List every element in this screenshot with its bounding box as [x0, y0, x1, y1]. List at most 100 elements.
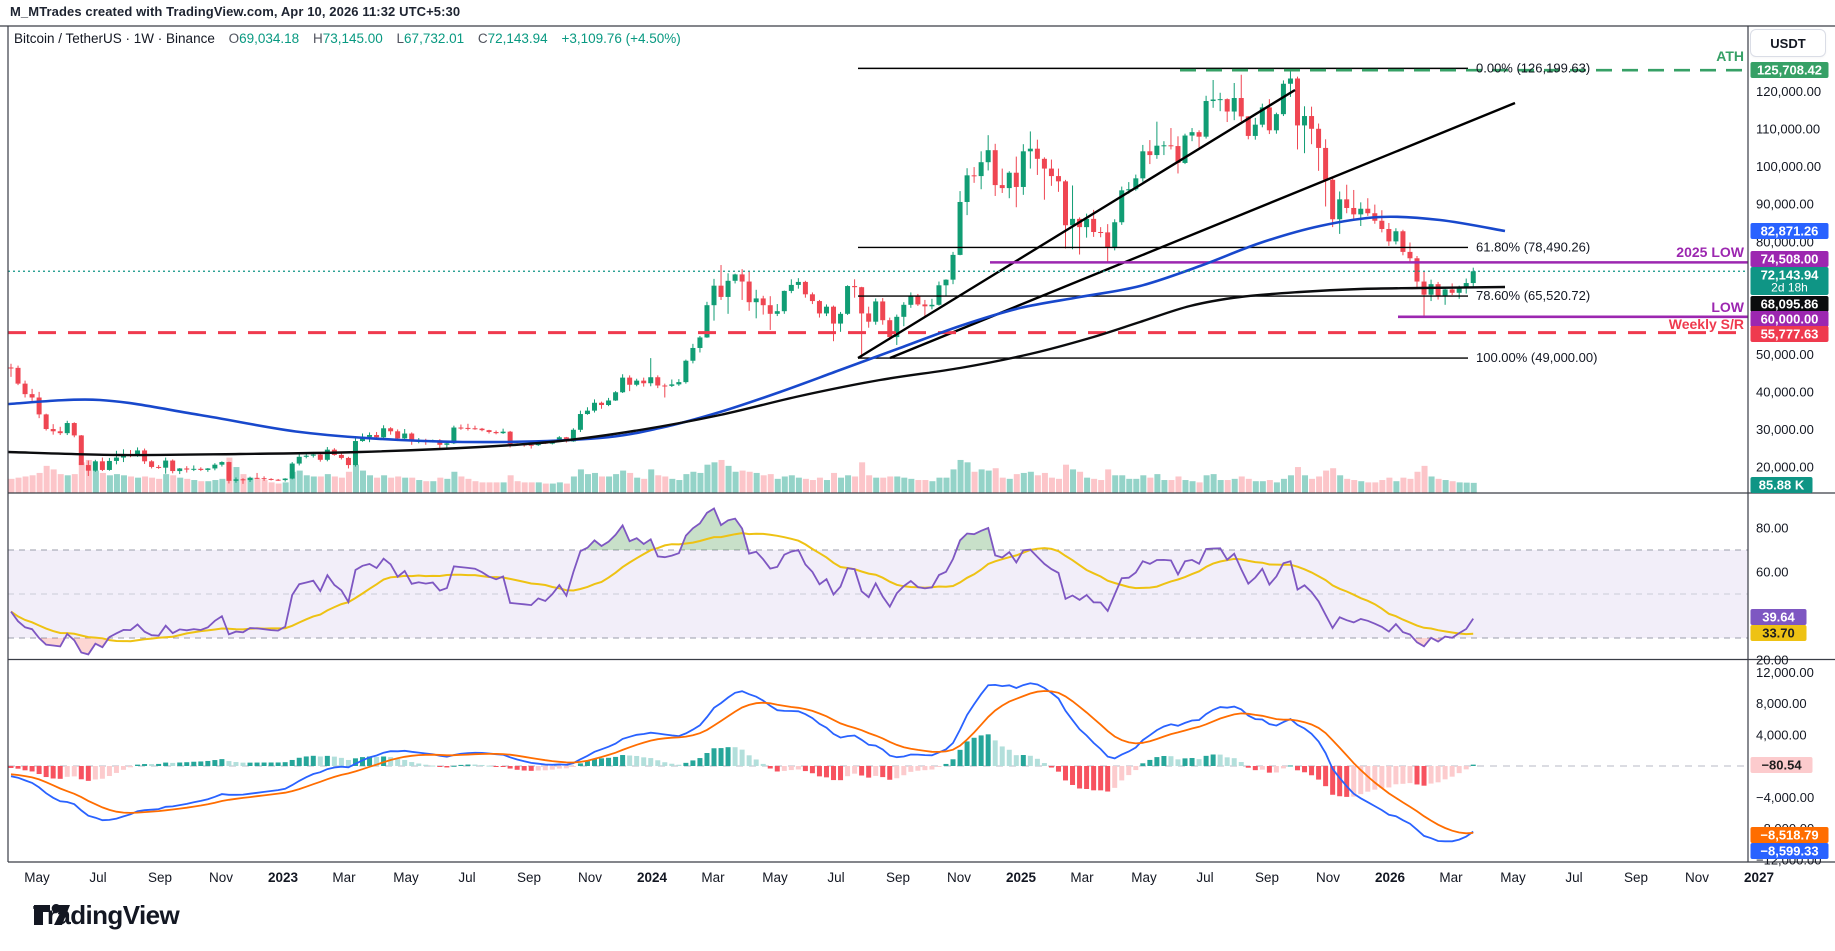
time-scale[interactable]: May Jul Sep Nov 2023 Mar May Jul Sep Nov 2024 Mar Ma… [24, 870, 1774, 885]
month-tick: May [393, 870, 419, 885]
month-tick: Mar [332, 870, 356, 885]
year-tick: 2024 [637, 870, 668, 885]
rsi-pane[interactable] [8, 507, 1748, 656]
price-label-6809586: 68,095.86 [1750, 296, 1829, 312]
rsi-tick: 80.00 [1756, 521, 1789, 536]
macd-line [10, 682, 1474, 843]
month-tick: Nov [209, 870, 233, 885]
currency-toggle-button[interactable]: USDT [1750, 29, 1826, 57]
price-tick: 120,000.00 [1756, 84, 1821, 99]
price-label-text: 39.64 [1762, 610, 1795, 625]
tradingview-logo-icon [34, 904, 70, 925]
change-value: +3,109.76 (+4.50%) [561, 31, 681, 46]
month-tick: Jul [1565, 870, 1582, 885]
month-tick: Sep [1255, 870, 1279, 885]
month-tick: Jul [1196, 870, 1213, 885]
price-tick: 20,000.00 [1756, 459, 1814, 474]
macd-tick: 8,000.00 [1756, 696, 1807, 711]
price-tick: 50,000.00 [1756, 347, 1814, 362]
rsi-tick: 20.00 [1756, 653, 1789, 668]
price-label-text: 125,708.42 [1757, 63, 1822, 78]
price-label-859933: −8,599.33 [1750, 843, 1829, 859]
month-tick: Nov [1316, 870, 1340, 885]
trendline-1[interactable] [857, 88, 1296, 360]
month-tick: Jul [827, 870, 844, 885]
price-label-text: 60,000.00 [1761, 312, 1819, 327]
month-tick: Mar [1439, 870, 1463, 885]
price-label-3370: 33.70 [1750, 625, 1807, 641]
macd-tick: 4,000.00 [1756, 727, 1807, 742]
price-label-text: −80.54 [1761, 758, 1802, 773]
price-label-6000000: 60,000.00 [1750, 311, 1829, 327]
tradingview-footer[interactable]: TradingView [33, 900, 180, 931]
month-tick: Nov [578, 870, 602, 885]
open-value: 69,034.18 [239, 31, 300, 46]
price-label-text: −8,599.33 [1760, 844, 1818, 859]
month-tick: Nov [947, 870, 971, 885]
high-value: 73,145.00 [322, 31, 383, 46]
macd-signal-line [10, 690, 1474, 835]
year-tick: 2023 [268, 870, 299, 885]
price-label-text: 72,143.94 [1761, 268, 1820, 283]
low-value: 67,732.01 [404, 31, 465, 46]
high-key: H [312, 31, 323, 46]
price-tick: 30,000.00 [1756, 422, 1814, 437]
month-tick: Nov [1685, 870, 1709, 885]
price-label-8287126: 82,871.26 [1750, 223, 1829, 239]
blue-ma-line[interactable] [8, 215, 1506, 444]
low-label: LOW [1711, 299, 1744, 315]
price-label-text: 33.70 [1762, 626, 1795, 641]
fib-label: 61.80% (78,490.26) [1476, 239, 1590, 254]
year-tick: 2026 [1375, 870, 1406, 885]
close-key: C [477, 31, 488, 46]
price-tick: 40,000.00 [1756, 384, 1814, 399]
year-tick: 2025 [1006, 870, 1037, 885]
price-tick: 110,000.00 [1756, 122, 1820, 137]
month-tick: Jul [89, 870, 106, 885]
month-tick: May [1131, 870, 1157, 885]
price-label-text: 55,777.63 [1761, 327, 1819, 342]
price-label-8588K: 85.88 K [1750, 477, 1813, 493]
price-label-text: 82,871.26 [1761, 224, 1819, 239]
black-ma-line[interactable] [8, 285, 1506, 457]
month-tick: Mar [701, 870, 725, 885]
price-pane[interactable] [8, 67, 1748, 493]
macd-tick: 12,000.00 [1756, 665, 1814, 680]
price-label-text: 74,508.00 [1761, 252, 1819, 267]
symbol-legend[interactable]: Bitcoin / TetherUS · 1W · Binance O69,03… [14, 31, 681, 46]
month-tick: Sep [517, 870, 541, 885]
fib-label: 78.60% (65,520.72) [1476, 288, 1590, 303]
rsi-tick: 60.00 [1756, 565, 1789, 580]
price-label-text: 68,095.86 [1761, 297, 1819, 312]
macd-pane[interactable] [8, 682, 1748, 843]
macd-tick: −4,000.00 [1756, 790, 1814, 805]
month-tick: Sep [1624, 870, 1648, 885]
low-2025-label: 2025 LOW [1676, 244, 1744, 260]
price-label-851879: −8,518.79 [1750, 827, 1829, 843]
ath-label: ATH [1716, 48, 1744, 64]
low-key: L [396, 31, 405, 46]
price-label-5577763: 55,777.63 [1750, 326, 1829, 342]
price-label-7450800: 74,508.00 [1750, 251, 1829, 267]
month-tick: May [24, 870, 50, 885]
macd-histogram [8, 734, 1476, 797]
fib-label: 100.00% (49,000.00) [1476, 350, 1597, 365]
price-tick: 90,000.00 [1756, 197, 1814, 212]
price-label-text: 85.88 K [1759, 478, 1805, 493]
year-tick: 2027 [1744, 870, 1774, 885]
countdown-text: 2d 18h [1771, 281, 1808, 295]
month-tick: Mar [1070, 870, 1094, 885]
price-label-12570842: 125,708.42 [1750, 62, 1829, 78]
price-label-text: −8,518.79 [1760, 828, 1818, 843]
fib-label: 0.00% (126,199.63) [1476, 60, 1590, 75]
weekly-sr-label: Weekly S/R [1669, 316, 1744, 332]
month-tick: May [762, 870, 788, 885]
price-label-8054: −80.54 [1750, 757, 1813, 773]
symbol-title: Bitcoin / TetherUS · 1W · Binance [14, 31, 215, 46]
month-tick: May [1500, 870, 1526, 885]
price-tick: 100,000.00 [1756, 159, 1821, 174]
